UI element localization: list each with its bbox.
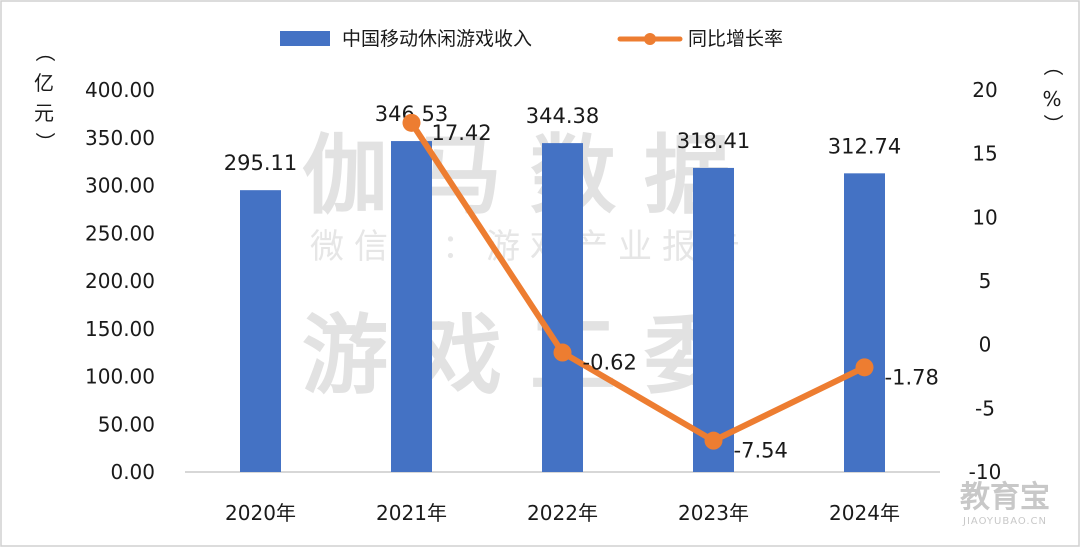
y-right-tick-label-6: 20 [972, 78, 997, 102]
corner-logo: 教育宝 JIAOYUBAO.CN [960, 480, 1050, 527]
svg-text:）: ） [33, 132, 57, 152]
x-tick-label-0: 2020年 [225, 501, 296, 525]
y-left-axis-ticks: 0.00 50.00 100.00 150.00 200.00 250.00 300.00 3… [85, 78, 155, 484]
svg-text:%: % [1042, 87, 1061, 111]
legend-line-marker [644, 33, 656, 45]
growth-rate-marker-3 [704, 431, 723, 450]
svg-text:（: （ [1041, 56, 1065, 76]
x-tick-label-1: 2021年 [376, 501, 447, 525]
growth-rate-label-2: -0.62 [583, 351, 637, 375]
bar-value-label-2: 344.38 [526, 104, 599, 128]
y-left-tick-label-5: 250.00 [85, 221, 155, 245]
watermark-line2: 微信号：游戏产业报告 [310, 227, 750, 267]
bar-1 [391, 141, 432, 472]
x-tick-label-4: 2024年 [829, 501, 900, 525]
y-right-tick-label-0: -10 [969, 460, 1002, 484]
x-axis-ticks: 2020年 2021年 2022年 2023年 2024年 [225, 501, 900, 525]
y-right-tick-label-5: 15 [972, 142, 997, 166]
legend: 中国移动休闲游戏收入 同比增长率 [280, 28, 783, 50]
y-left-tick-label-3: 150.00 [85, 317, 155, 341]
bar-value-label-3: 318.41 [677, 129, 750, 153]
bar-3 [693, 167, 734, 472]
growth-rate-label-1: 17.42 [432, 121, 492, 145]
growth-rate-line [408, 119, 868, 444]
y-left-tick-label-4: 200.00 [85, 269, 155, 293]
bar-value-label-0: 295.11 [224, 151, 297, 175]
bar-value-label-4: 312.74 [828, 134, 901, 158]
line-series-group: 17.42 -0.62 -7.54 -1.78 [402, 113, 939, 463]
bars-group [240, 141, 885, 472]
y-left-tick-label-1: 50.00 [98, 412, 155, 436]
svg-text:元: 元 [34, 101, 54, 125]
y-left-tick-label-0: 0.00 [110, 460, 155, 484]
y-right-tick-label-1: -5 [975, 396, 995, 420]
legend-bar-swatch [280, 31, 330, 46]
y-right-unit: （ % ） [1041, 56, 1065, 134]
bar-4 [844, 173, 885, 472]
legend-line-label: 同比增长率 [688, 28, 783, 50]
bar-2 [542, 143, 583, 472]
x-tick-label-2: 2022年 [527, 501, 598, 525]
watermark-line1: 伽马数据 [302, 126, 758, 226]
x-tick-label-3: 2023年 [678, 501, 749, 525]
growth-rate-marker-1 [402, 113, 421, 132]
bar-0 [240, 190, 281, 472]
y-right-tick-label-4: 10 [972, 205, 997, 229]
legend-bar-label: 中国移动休闲游戏收入 [342, 28, 532, 50]
corner-logo-url: JIAOYUBAO.CN [962, 516, 1047, 527]
y-right-axis-ticks: -10 -5 0 5 10 15 20 [969, 78, 1002, 484]
y-right-tick-label-3: 5 [979, 269, 992, 293]
y-right-tick-label-2: 0 [979, 333, 992, 357]
growth-rate-marker-2 [553, 343, 572, 362]
watermark: 伽马数据 微信号：游戏产业报告 游戏工委 [302, 126, 758, 406]
y-left-tick-label-8: 400.00 [85, 78, 155, 102]
growth-rate-marker-4 [855, 358, 874, 377]
svg-text:（: （ [33, 42, 57, 62]
y-left-tick-label-6: 300.00 [85, 174, 155, 198]
svg-text:亿: 亿 [34, 71, 54, 95]
y-left-tick-label-2: 100.00 [85, 365, 155, 389]
growth-rate-label-3: -7.54 [734, 439, 788, 463]
growth-rate-label-4: -1.78 [885, 365, 939, 389]
watermark-line3: 游戏工委 [302, 306, 758, 406]
corner-logo-text: 教育宝 [960, 480, 1050, 515]
y-left-unit: （ 亿 元 ） [33, 42, 57, 152]
y-left-tick-label-7: 350.00 [85, 126, 155, 150]
svg-text:）: ） [1041, 114, 1065, 134]
